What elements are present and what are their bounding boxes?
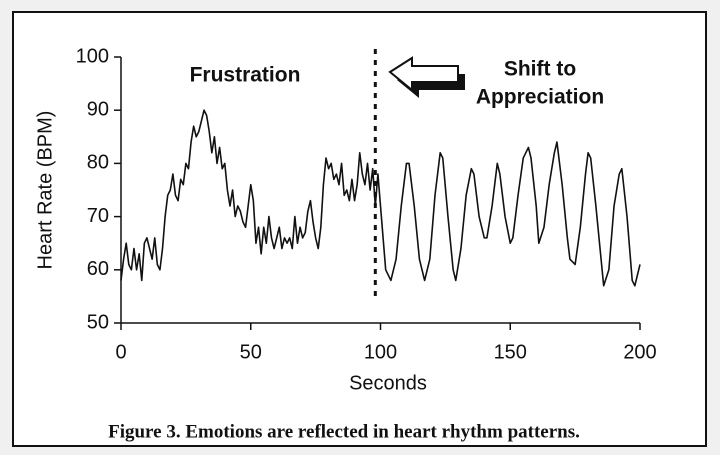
y-tick-label: 80	[87, 152, 109, 174]
annotation: Appreciation	[476, 86, 604, 109]
x-tick-label: 100	[364, 341, 397, 363]
y-axis-label: Heart Rate (BPM)	[34, 111, 56, 270]
y-tick-label: 90	[87, 98, 109, 120]
line	[120, 109, 641, 287]
x-tick-label: 50	[240, 341, 262, 363]
y-tick-label: 50	[87, 311, 109, 333]
x-tick-label: 0	[115, 341, 126, 363]
frame	[12, 11, 707, 447]
y-tick-label: 100	[76, 45, 109, 67]
annotation: Frustration	[190, 64, 301, 87]
x-tick-label: 150	[494, 341, 527, 363]
y-tick-label: 70	[87, 205, 109, 227]
x-axis-label: Seconds	[349, 372, 427, 394]
arrow	[388, 56, 459, 93]
annotation: Shift to	[504, 58, 576, 81]
caption: Figure 3. Emotions are reflected in hear…	[108, 421, 580, 442]
x-tick-label: 200	[623, 341, 656, 363]
y-tick-label: 60	[87, 258, 109, 280]
